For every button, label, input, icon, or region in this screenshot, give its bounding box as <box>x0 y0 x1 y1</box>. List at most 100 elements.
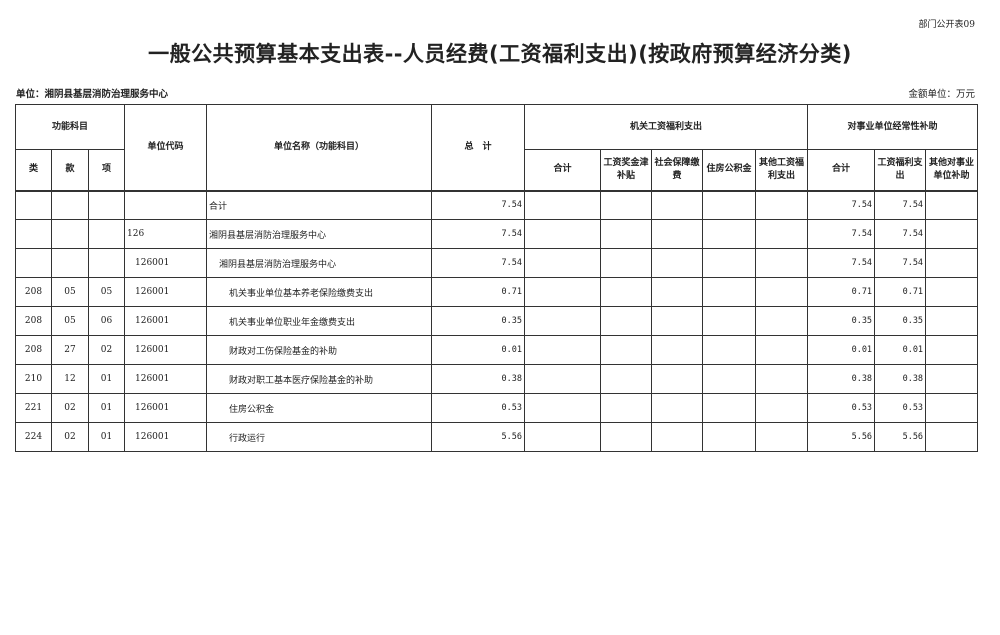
cell-kuan <box>51 219 89 249</box>
cell-sy_wage: 5.56 <box>874 422 927 452</box>
cell-sy_sum: 0.38 <box>807 364 876 394</box>
cell-empty <box>600 422 652 452</box>
cell-empty <box>651 335 703 365</box>
cell-xiang: 06 <box>88 306 125 336</box>
cell-kuan <box>51 190 89 220</box>
cell-empty <box>600 364 652 394</box>
header-sy-sum: 合计 <box>807 149 876 191</box>
cell-sy_sum: 0.01 <box>807 335 876 365</box>
cell-lei: 208 <box>15 277 52 307</box>
header-jg-wage: 工资奖金津补贴 <box>600 149 652 191</box>
form-code: 部门公开表09 <box>918 20 975 30</box>
cell-empty <box>651 219 703 249</box>
cell-kuan <box>51 248 89 278</box>
cell-xiang: 01 <box>88 422 125 452</box>
cell-xiang: 01 <box>88 364 125 394</box>
header-unit-code: 单位代码 <box>124 104 207 191</box>
cell-empty <box>925 277 979 307</box>
cell-total: 0.35 <box>431 306 525 336</box>
cell-sy_sum: 7.54 <box>807 219 876 249</box>
cell-empty <box>600 335 652 365</box>
cell-empty <box>600 393 652 423</box>
cell-name: 行政运行 <box>206 422 432 452</box>
cell-kuan: 02 <box>51 393 89 423</box>
cell-empty <box>651 248 703 278</box>
cell-empty <box>524 335 601 365</box>
cell-empty <box>754 335 809 365</box>
cell-empty <box>702 364 756 394</box>
cell-lei: 208 <box>15 335 52 365</box>
table-row: 221 02 01 126001 住房公积金 0.53 0.53 0.53 <box>15 393 979 423</box>
cell-name: 住房公积金 <box>206 393 432 423</box>
cell-xiang <box>88 190 125 220</box>
table-row: 208 27 02 126001 财政对工伤保险基金的补助 0.01 0.01 0.01 <box>15 335 979 365</box>
cell-code: 126001 <box>124 335 207 365</box>
cell-xiang: 02 <box>88 335 125 365</box>
cell-empty <box>702 248 756 278</box>
table-row: 126001 湘阴县基层消防治理服务中心 7.54 7.54 7.54 <box>15 248 979 278</box>
cell-empty <box>600 219 652 249</box>
cell-sy_wage: 0.71 <box>874 277 927 307</box>
cell-empty <box>925 364 979 394</box>
cell-empty <box>702 393 756 423</box>
money-unit: 金额单位：万元 <box>908 89 975 100</box>
cell-sy_wage: 0.01 <box>874 335 927 365</box>
cell-empty <box>651 306 703 336</box>
table-row: 208 05 06 126001 机关事业单位职业年金缴费支出 0.35 0.35 0.35 <box>15 306 979 336</box>
cell-empty <box>702 422 756 452</box>
cell-code <box>124 190 207 220</box>
cell-name: 湘阴县基层消防治理服务中心 <box>206 219 432 249</box>
header-func: 功能科目 <box>15 104 125 150</box>
cell-code: 126001 <box>124 393 207 423</box>
cell-lei: 210 <box>15 364 52 394</box>
cell-empty <box>651 393 703 423</box>
cell-total: 5.56 <box>431 422 525 452</box>
cell-xiang: 01 <box>88 393 125 423</box>
cell-empty <box>651 277 703 307</box>
cell-empty <box>702 190 756 220</box>
cell-total: 0.71 <box>431 277 525 307</box>
cell-empty <box>754 219 809 249</box>
table-row: 合计 7.54 7.54 7.54 <box>15 190 979 220</box>
cell-empty <box>925 190 979 220</box>
unit-label: 单位：湘阴县基层消防治理服务中心 <box>16 89 169 100</box>
cell-total: 0.38 <box>431 364 525 394</box>
cell-empty <box>702 277 756 307</box>
header-total: 总 计 <box>431 104 525 191</box>
header-sy-wage: 工资福利支出 <box>874 149 927 191</box>
cell-total: 7.54 <box>431 248 525 278</box>
cell-empty <box>702 219 756 249</box>
cell-name: 合计 <box>206 190 432 220</box>
cell-empty <box>600 248 652 278</box>
cell-empty <box>754 422 809 452</box>
cell-sy_wage: 0.53 <box>874 393 927 423</box>
cell-empty <box>925 219 979 249</box>
cell-empty <box>925 335 979 365</box>
cell-sy_wage: 0.35 <box>874 306 927 336</box>
cell-empty <box>702 306 756 336</box>
cell-lei: 224 <box>15 422 52 452</box>
cell-empty <box>524 364 601 394</box>
cell-kuan: 27 <box>51 335 89 365</box>
cell-name: 机关事业单位职业年金缴费支出 <box>206 306 432 336</box>
cell-code: 126001 <box>124 277 207 307</box>
cell-empty <box>600 306 652 336</box>
cell-lei <box>15 190 52 220</box>
header-shiye: 对事业单位经常性补助 <box>807 104 979 150</box>
cell-code: 126001 <box>124 422 207 452</box>
cell-xiang <box>88 219 125 249</box>
cell-sy_sum: 5.56 <box>807 422 876 452</box>
cell-empty <box>651 190 703 220</box>
cell-empty <box>524 306 601 336</box>
table-row: 210 12 01 126001 财政对职工基本医疗保险基金的补助 0.38 0.38 0.3… <box>15 364 979 394</box>
cell-name: 机关事业单位基本养老保险缴费支出 <box>206 277 432 307</box>
header-unit-name: 单位名称（功能科目） <box>206 104 432 191</box>
cell-kuan: 05 <box>51 306 89 336</box>
header-jg-social: 社会保障缴费 <box>651 149 703 191</box>
budget-table: 功能科目 单位代码 单位名称（功能科目） 总 计 机关工资福利支出 对事业单位经… <box>15 104 979 452</box>
cell-sy_wage: 7.54 <box>874 248 927 278</box>
cell-empty <box>754 248 809 278</box>
cell-kuan: 02 <box>51 422 89 452</box>
cell-lei <box>15 219 52 249</box>
cell-empty <box>524 422 601 452</box>
